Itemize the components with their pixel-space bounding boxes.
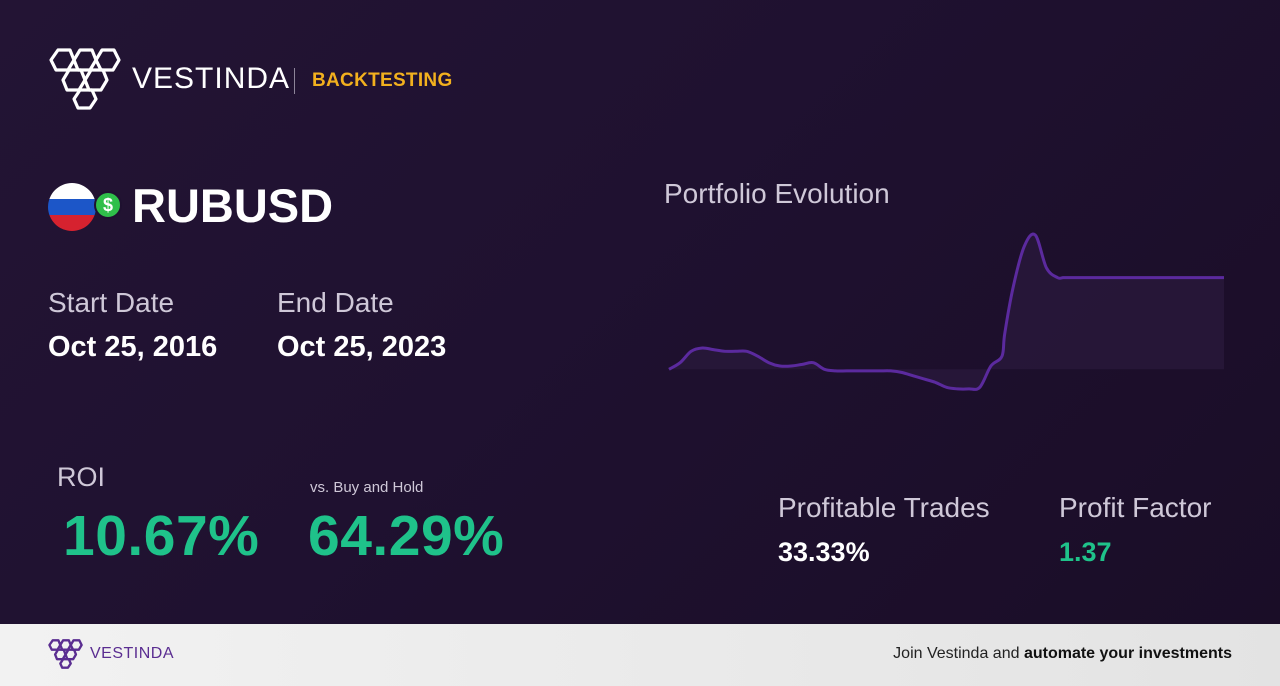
profitable-trades-label: Profitable Trades <box>778 492 990 523</box>
footer-brand: VESTINDA <box>90 645 175 662</box>
vestinda-logo-icon <box>49 48 121 110</box>
profitable-trades-value: 33.33% <box>778 537 870 567</box>
chart-area-fill <box>669 234 1224 390</box>
asset-symbol: RUBUSD <box>132 179 334 232</box>
profit-factor-label: Profit Factor <box>1059 492 1212 523</box>
vestinda-footer-logo-icon <box>48 639 83 669</box>
roi-value: 10.67% <box>63 504 260 568</box>
chart-series-line <box>668 232 1224 391</box>
profit-factor-value: 1.37 <box>1059 537 1112 567</box>
section-tag: BACKTESTING <box>312 70 453 91</box>
footer-cta-link[interactable]: Join Vestinda and automate your investme… <box>893 645 1232 663</box>
footer-cta-prefix: Join Vestinda and <box>893 645 1024 662</box>
footer: VESTINDA Join Vestinda and automate your… <box>0 624 1280 686</box>
footer-cta-bold: automate your investments <box>1023 645 1232 662</box>
dollar-coin-icon: $ <box>94 191 122 219</box>
hero-card: VESTINDA BACKTESTING $ RUBUSD Start Date… <box>0 0 1280 624</box>
end-date-label: End Date <box>277 287 394 318</box>
roi-label: ROI <box>57 462 106 492</box>
vs-buy-hold-label: vs. Buy and Hold <box>310 479 424 496</box>
brand-name: VESTINDA <box>132 62 291 95</box>
portfolio-chart <box>668 232 1224 391</box>
header-divider <box>294 68 295 94</box>
start-date-value: Oct 25, 2016 <box>48 331 218 363</box>
start-date-label: Start Date <box>48 287 175 318</box>
end-date-value: Oct 25, 2023 <box>277 331 447 363</box>
russia-flag-icon <box>48 183 96 231</box>
chart-title: Portfolio Evolution <box>664 178 890 209</box>
vs-buy-hold-value: 64.29% <box>308 504 505 568</box>
